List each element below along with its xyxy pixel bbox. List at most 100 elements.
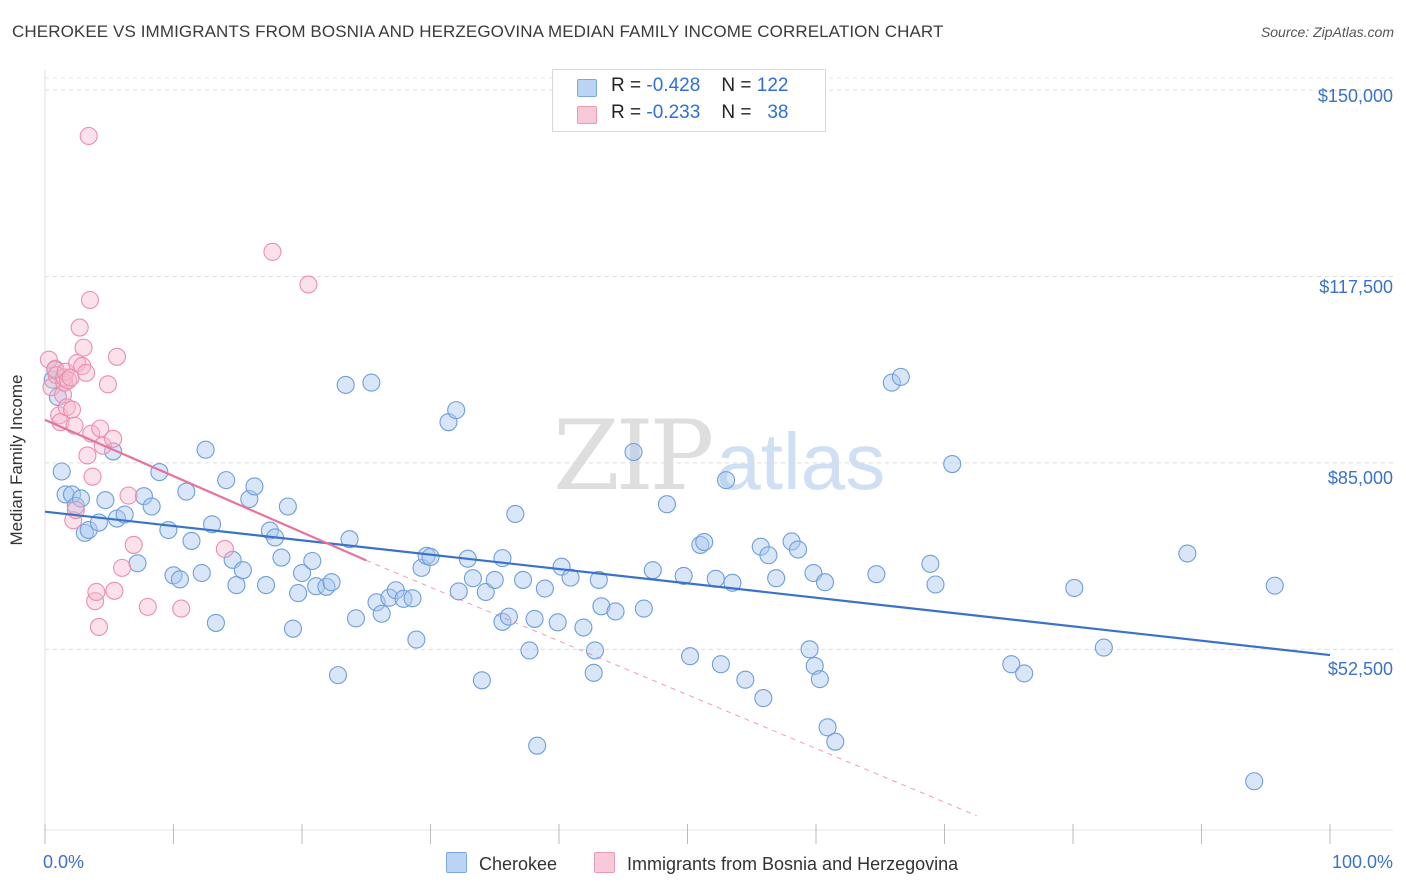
cherokee-point-42	[303, 551, 322, 571]
cherokee-point-118	[943, 455, 962, 474]
cherokee-point-37	[272, 548, 291, 567]
cherokee-point-60	[421, 547, 440, 567]
bosnia-point-20	[74, 338, 93, 357]
bosnia-point-18	[70, 318, 89, 337]
cherokee-point-28	[217, 471, 236, 490]
cherokee-point-45	[322, 573, 341, 592]
bosnia-point-27	[86, 592, 105, 611]
bosnia-point-29	[89, 617, 109, 637]
cherokee-point-27	[206, 613, 225, 632]
data-points	[39, 126, 1284, 791]
cherokee-point-68	[485, 570, 504, 589]
cherokee-point-56	[403, 589, 422, 608]
bottom-legend-cherokee: Cherokee	[446, 852, 557, 875]
cherokee-point-11	[96, 491, 115, 510]
cherokee-point-48	[340, 530, 359, 549]
cherokee-point-102	[759, 546, 778, 565]
cherokee-point-112	[826, 732, 845, 751]
legend-n-label: N =	[721, 102, 752, 123]
bottom-legend-swatch-bosnia	[594, 852, 615, 873]
cherokee-point-94	[695, 533, 714, 552]
bosnia-point-26	[83, 467, 102, 486]
bosnia-point-41	[215, 539, 234, 558]
bosnia-point-39	[138, 597, 157, 616]
cherokee-point-116	[921, 554, 940, 573]
cherokee-point-122	[1094, 638, 1113, 657]
cherokee-trend-line	[44, 510, 1331, 657]
bottom-legend-bosnia: Immigrants from Bosnia and Herzegovina	[594, 852, 958, 875]
cherokee-point-115	[891, 367, 910, 386]
cherokee-point-92	[681, 647, 700, 666]
cherokee-point-125	[1265, 576, 1284, 595]
cherokee-point-111	[818, 718, 837, 737]
cherokee-point-52	[372, 604, 391, 623]
cherokee-point-31	[233, 561, 252, 580]
cherokee-point-46	[328, 666, 348, 685]
cherokee-point-78	[548, 613, 567, 632]
cherokee-point-87	[624, 442, 643, 462]
legend-n-label: N =	[721, 75, 752, 96]
legend-r-value: -0.233	[646, 102, 701, 123]
cherokee-point-14	[115, 505, 134, 524]
legend-swatch-bosnia	[577, 106, 597, 124]
watermark-atlas: atlas	[716, 417, 886, 506]
cherokee-point-82	[584, 663, 603, 682]
cherokee-point-84	[589, 570, 608, 589]
cherokee-point-38	[278, 497, 297, 516]
cherokee-point-16	[134, 487, 153, 506]
cherokee-point-57	[407, 630, 426, 649]
cherokee-point-110	[815, 573, 835, 592]
cherokee-point-9	[79, 520, 98, 540]
legend-r-label: R =	[611, 102, 642, 123]
bosnia-point-28	[87, 582, 106, 602]
legend-swatch-cherokee	[577, 79, 597, 97]
cherokee-point-7	[71, 489, 91, 508]
cherokee-point-80	[561, 568, 580, 587]
cherokee-point-91	[674, 566, 693, 585]
bosnia-trend-line	[44, 418, 367, 562]
bosnia-point-37	[119, 486, 138, 505]
cherokee-point-26	[203, 515, 222, 534]
watermark: ZIPatlas	[553, 400, 885, 512]
bosnia-point-40	[172, 599, 191, 618]
x-tick-label-min: 0.0%	[43, 852, 85, 872]
bosnia-point-0	[39, 350, 58, 369]
cherokee-point-83	[585, 641, 605, 660]
bosnia-point-15	[65, 416, 84, 435]
bosnia-point-13	[62, 400, 82, 419]
x-axis	[44, 824, 1393, 844]
cherokee-point-85	[592, 597, 611, 616]
bosnia-point-43	[299, 275, 318, 294]
cherokee-point-97	[716, 471, 736, 490]
cherokee-point-101	[754, 689, 773, 708]
cherokee-point-33	[245, 477, 264, 496]
cherokee-point-124	[1245, 772, 1264, 791]
cherokee-point-77	[535, 579, 554, 598]
cherokee-point-99	[736, 670, 755, 689]
bottom-legend-label-bosnia: Immigrants from Bosnia and Herzegovina	[627, 854, 959, 874]
cherokee-point-117	[926, 575, 945, 594]
x-tick-label-max: 100.0%	[1331, 852, 1393, 872]
bottom-legend-label-cherokee: Cherokee	[479, 854, 558, 874]
cherokee-point-41	[292, 563, 312, 583]
bosnia-point-17	[68, 354, 87, 373]
cherokee-point-63	[449, 582, 468, 601]
y-tick-label-150000: $150,000	[1317, 86, 1393, 106]
cherokee-point-71	[499, 607, 518, 626]
bosnia-point-33	[104, 429, 123, 448]
bosnia-point-11	[59, 371, 78, 390]
bosnia-point-22	[78, 446, 97, 465]
bosnia-point-32	[98, 375, 118, 394]
cherokee-point-66	[472, 671, 491, 690]
cherokee-point-72	[506, 504, 525, 524]
y-axis-label: Median Family Income	[7, 374, 26, 546]
watermark-zip: ZIP	[553, 400, 714, 512]
cherokee-point-30	[227, 576, 246, 595]
source-label: Source: ZipAtlas.com	[1260, 24, 1394, 40]
cherokee-point-103	[767, 569, 786, 588]
cherokee-point-95	[706, 569, 725, 588]
gridlines	[44, 70, 1393, 830]
bosnia-point-24	[80, 290, 100, 310]
cherokee-point-81	[574, 618, 593, 637]
